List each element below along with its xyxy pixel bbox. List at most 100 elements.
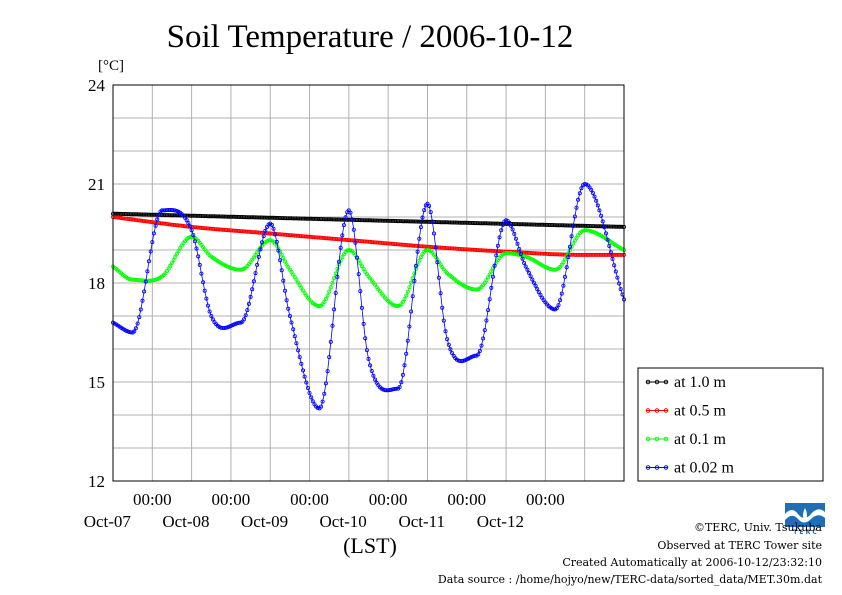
data-point <box>286 306 291 311</box>
data-point <box>569 234 574 239</box>
data-point <box>508 223 513 228</box>
data-point <box>143 279 148 284</box>
data-point <box>425 247 430 252</box>
data-point <box>574 205 579 210</box>
data-point <box>481 336 486 341</box>
data-point <box>189 228 194 233</box>
data-point <box>273 232 278 237</box>
data-point <box>146 259 151 264</box>
data-point <box>184 218 189 223</box>
data-point <box>282 288 287 293</box>
data-point <box>332 276 337 281</box>
data-point <box>594 198 599 203</box>
data-point <box>205 303 210 308</box>
data-point <box>571 241 576 246</box>
data-point <box>612 263 617 268</box>
data-point <box>278 258 283 263</box>
data-point <box>436 275 441 280</box>
data-point <box>245 308 250 313</box>
data-point <box>605 237 610 242</box>
data-point <box>359 305 364 310</box>
data-point <box>330 323 335 328</box>
data-point <box>533 283 538 288</box>
data-point <box>530 277 535 282</box>
data-point <box>399 380 404 385</box>
credit-created: Created Automatically at 2006-10-12/23:3… <box>562 556 822 569</box>
legend-label: at 0.02 m <box>674 460 735 477</box>
x-tick-date-label: Oct-10 <box>320 512 367 531</box>
data-point <box>323 381 328 386</box>
data-point <box>563 274 568 279</box>
data-point <box>595 203 600 208</box>
y-tick-label: 12 <box>88 472 105 491</box>
data-point <box>410 294 415 299</box>
data-point <box>602 225 607 230</box>
data-point <box>209 313 214 318</box>
data-point <box>304 380 309 385</box>
data-point <box>479 343 484 348</box>
data-point <box>287 313 292 318</box>
data-point <box>137 315 142 320</box>
data-point <box>515 241 520 246</box>
data-point <box>346 247 351 252</box>
data-point <box>140 298 145 303</box>
data-point <box>592 194 597 199</box>
data-point <box>338 245 343 250</box>
data-point <box>353 240 358 245</box>
data-point <box>307 390 312 395</box>
data-point <box>323 296 328 301</box>
data-point <box>528 274 533 279</box>
legend-entry: at 0.1 m <box>645 431 727 448</box>
data-point <box>407 285 412 290</box>
legend-entry: at 0.02 m <box>645 460 735 477</box>
data-point <box>350 217 355 222</box>
data-point <box>409 280 414 285</box>
data-point <box>527 270 532 275</box>
data-point <box>433 245 438 250</box>
data-point <box>320 399 325 404</box>
data-point <box>322 299 327 304</box>
data-point <box>512 231 517 236</box>
data-point <box>517 246 522 251</box>
data-point <box>276 248 281 253</box>
data-point <box>566 255 571 260</box>
data-point <box>256 254 261 259</box>
data-point <box>243 313 248 318</box>
series-1 <box>111 211 627 229</box>
y-axis-unit-label: [°C] <box>98 58 124 74</box>
data-point <box>194 246 199 251</box>
data-point <box>151 231 156 236</box>
legend-swatch-marker <box>663 408 669 413</box>
data-point <box>559 291 564 296</box>
data-point <box>438 291 443 296</box>
y-tick-label: 24 <box>88 76 106 95</box>
data-point <box>168 263 173 268</box>
data-point <box>279 252 284 257</box>
data-point <box>600 219 605 224</box>
data-point <box>176 248 181 253</box>
x-tick-time-label: 00:00 <box>369 490 408 509</box>
data-point <box>340 255 345 260</box>
data-point <box>297 355 302 360</box>
data-point <box>366 356 371 361</box>
series-4 <box>111 181 627 411</box>
data-point <box>617 281 622 286</box>
x-tick-date-label: Oct-09 <box>241 512 288 531</box>
data-point <box>536 290 541 295</box>
data-point <box>476 352 481 357</box>
data-point <box>427 203 432 208</box>
data-point <box>322 391 327 396</box>
data-point <box>564 265 569 270</box>
data-point <box>448 347 453 352</box>
data-point <box>250 287 255 292</box>
data-point <box>577 191 582 196</box>
data-point <box>405 289 410 294</box>
data-point <box>155 217 160 222</box>
data-point <box>142 289 147 294</box>
data-point <box>294 341 299 346</box>
data-point <box>499 228 504 233</box>
data-point <box>412 271 417 276</box>
data-point <box>513 236 518 241</box>
data-point <box>333 271 338 276</box>
